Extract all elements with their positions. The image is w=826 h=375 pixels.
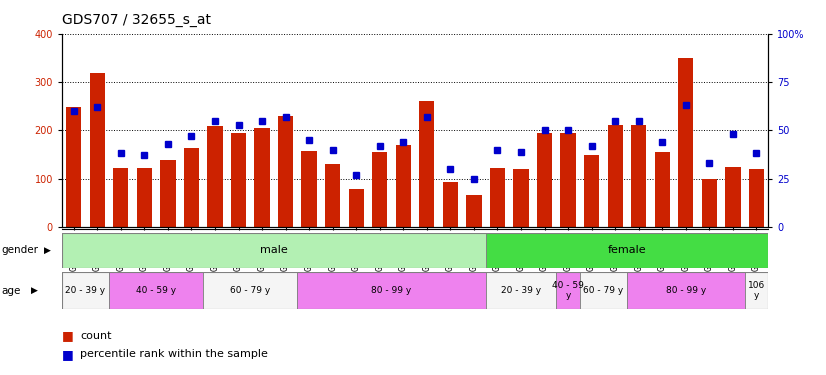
Bar (325, 164, 340, 227)
Bar (560, 133, 576, 227)
Text: female: female (608, 245, 646, 255)
Bar (627, 272, 745, 309)
Text: 20 - 39 y: 20 - 39 y (65, 286, 106, 295)
Bar (396, 145, 411, 227)
Bar (557, 272, 580, 309)
Text: 80 - 99 y: 80 - 99 y (372, 286, 411, 295)
Text: 106
y: 106 y (748, 281, 765, 300)
Bar (745, 272, 768, 309)
Bar (113, 168, 129, 227)
Bar (160, 160, 176, 227)
Bar (230, 133, 246, 227)
Bar (537, 133, 553, 227)
Bar (203, 272, 297, 309)
Text: percentile rank within the sample: percentile rank within the sample (80, 350, 268, 359)
Text: age: age (2, 286, 21, 296)
Bar (62, 232, 486, 268)
Bar (678, 58, 694, 227)
Text: 40 - 59 y: 40 - 59 y (136, 286, 176, 295)
Bar (513, 169, 529, 227)
Bar (701, 178, 717, 227)
Bar (278, 116, 293, 227)
Text: 60 - 79 y: 60 - 79 y (583, 286, 624, 295)
Bar (109, 272, 203, 309)
Bar (301, 151, 317, 227)
Bar (584, 155, 600, 227)
Bar (62, 272, 109, 309)
Text: 40 - 59
y: 40 - 59 y (552, 281, 584, 300)
Text: ■: ■ (62, 348, 74, 361)
Bar (297, 272, 486, 309)
Bar (254, 128, 270, 227)
Text: male: male (260, 245, 287, 255)
Bar (372, 152, 387, 227)
Bar (631, 126, 647, 227)
Bar (725, 166, 741, 227)
Text: GDS707 / 32655_s_at: GDS707 / 32655_s_at (62, 13, 211, 27)
Bar (66, 107, 82, 227)
Text: 20 - 39 y: 20 - 39 y (501, 286, 541, 295)
Bar (580, 272, 627, 309)
Bar (183, 148, 199, 227)
Bar (607, 126, 623, 227)
Bar (748, 169, 764, 227)
Bar (136, 168, 152, 227)
Text: 60 - 79 y: 60 - 79 y (230, 286, 270, 295)
Bar (490, 168, 506, 227)
Bar (419, 101, 434, 227)
Text: 80 - 99 y: 80 - 99 y (666, 286, 706, 295)
Text: gender: gender (2, 245, 39, 255)
Bar (443, 183, 458, 227)
Bar (654, 152, 670, 227)
Text: count: count (80, 331, 112, 340)
Text: ▶: ▶ (44, 246, 50, 255)
Bar (486, 272, 557, 309)
Bar (349, 189, 364, 227)
Bar (486, 232, 768, 268)
Bar (466, 195, 482, 227)
Bar (207, 126, 223, 227)
Bar (89, 74, 105, 227)
Text: ■: ■ (62, 329, 74, 342)
Text: ▶: ▶ (31, 286, 38, 295)
